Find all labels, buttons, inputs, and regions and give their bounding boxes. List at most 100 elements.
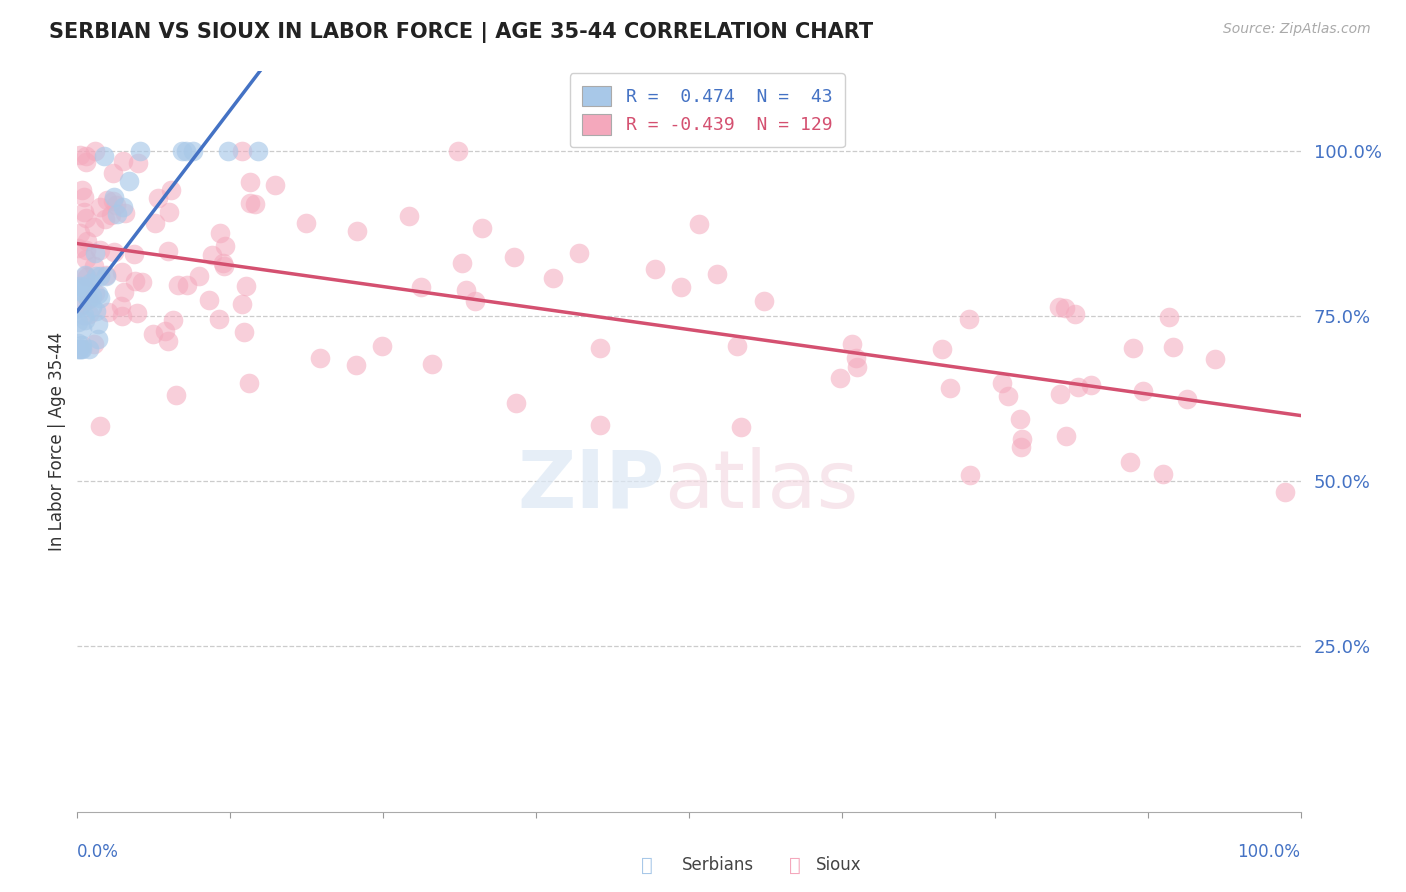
Point bbox=[238, 376, 260, 390]
Point bbox=[69, 226, 91, 240]
Point bbox=[166, 278, 188, 293]
Point bbox=[371, 339, 394, 353]
Point bbox=[1122, 341, 1144, 355]
Y-axis label: In Labor Force | Age 35-44: In Labor Force | Age 35-44 bbox=[48, 332, 66, 551]
Point bbox=[1274, 485, 1296, 500]
Point bbox=[94, 268, 117, 282]
Point bbox=[77, 293, 100, 307]
Point bbox=[122, 247, 145, 261]
Point bbox=[73, 268, 96, 283]
Point bbox=[688, 217, 710, 231]
Text: Serbians: Serbians bbox=[682, 856, 754, 874]
Point bbox=[344, 358, 367, 372]
Point bbox=[84, 144, 107, 158]
Point bbox=[84, 245, 107, 260]
Point bbox=[841, 336, 863, 351]
Point bbox=[76, 269, 98, 284]
Point bbox=[1054, 429, 1077, 443]
Point bbox=[89, 291, 111, 305]
Point bbox=[217, 144, 239, 158]
Point bbox=[105, 207, 128, 221]
Point bbox=[89, 268, 111, 283]
Point bbox=[72, 182, 94, 196]
Point bbox=[990, 376, 1012, 390]
Point bbox=[143, 216, 166, 230]
Legend: R =  0.474  N =  43, R = -0.439  N = 129: R = 0.474 N = 43, R = -0.439 N = 129 bbox=[569, 73, 845, 147]
Point bbox=[346, 224, 368, 238]
Point bbox=[73, 189, 96, 203]
Point bbox=[1049, 386, 1071, 401]
Point bbox=[76, 149, 98, 163]
Point bbox=[104, 198, 127, 212]
Point bbox=[103, 166, 125, 180]
Point bbox=[845, 351, 868, 366]
Point bbox=[75, 154, 97, 169]
Point bbox=[589, 341, 612, 355]
Point bbox=[1159, 310, 1181, 324]
Point bbox=[110, 299, 132, 313]
Point bbox=[1063, 307, 1085, 321]
Point bbox=[75, 252, 97, 266]
Point bbox=[83, 259, 105, 273]
Point bbox=[72, 342, 94, 356]
Point bbox=[671, 279, 693, 293]
Point bbox=[706, 267, 728, 281]
Point bbox=[1177, 392, 1199, 407]
Point bbox=[70, 342, 93, 356]
Point bbox=[214, 239, 236, 253]
Text: ZIP: ZIP bbox=[517, 447, 665, 525]
Point bbox=[245, 197, 267, 211]
Point bbox=[239, 196, 262, 211]
Point bbox=[76, 234, 98, 248]
Point bbox=[148, 191, 170, 205]
Text: 0.0%: 0.0% bbox=[77, 843, 120, 861]
Point bbox=[162, 312, 184, 326]
Point bbox=[1204, 351, 1226, 366]
Point bbox=[125, 306, 148, 320]
Point bbox=[589, 417, 612, 432]
Point bbox=[997, 388, 1019, 402]
Point bbox=[93, 148, 115, 162]
Point bbox=[87, 317, 110, 331]
Point bbox=[409, 280, 432, 294]
Point bbox=[84, 268, 107, 283]
Text: atlas: atlas bbox=[665, 447, 859, 525]
Point bbox=[69, 298, 91, 312]
Point bbox=[118, 174, 141, 188]
Point bbox=[86, 332, 108, 346]
Point bbox=[1080, 378, 1102, 392]
Point bbox=[84, 304, 107, 318]
Point bbox=[94, 212, 117, 227]
Point bbox=[174, 144, 197, 158]
Point bbox=[233, 325, 256, 339]
Point bbox=[153, 324, 176, 338]
Point bbox=[72, 337, 94, 351]
Point bbox=[67, 315, 90, 329]
Point bbox=[75, 211, 97, 225]
Point bbox=[644, 262, 666, 277]
Point bbox=[112, 285, 135, 299]
Point bbox=[67, 342, 90, 356]
Point bbox=[231, 144, 253, 158]
Point bbox=[75, 283, 97, 297]
Text: ⬜: ⬜ bbox=[789, 855, 800, 875]
Point bbox=[77, 292, 100, 306]
Point bbox=[235, 278, 257, 293]
Point bbox=[170, 144, 193, 158]
Point bbox=[131, 276, 153, 290]
Text: Sioux: Sioux bbox=[815, 856, 860, 874]
Text: 100.0%: 100.0% bbox=[1237, 843, 1301, 861]
Point bbox=[67, 241, 90, 255]
Point bbox=[75, 313, 97, 327]
Point bbox=[124, 274, 146, 288]
Point bbox=[211, 256, 233, 270]
Point bbox=[1119, 455, 1142, 469]
Point bbox=[69, 283, 91, 297]
Point bbox=[156, 244, 179, 258]
Point bbox=[80, 301, 103, 315]
Point bbox=[100, 208, 122, 222]
Point bbox=[111, 265, 134, 279]
Point bbox=[111, 200, 134, 214]
Point bbox=[725, 339, 748, 353]
Point bbox=[75, 244, 97, 258]
